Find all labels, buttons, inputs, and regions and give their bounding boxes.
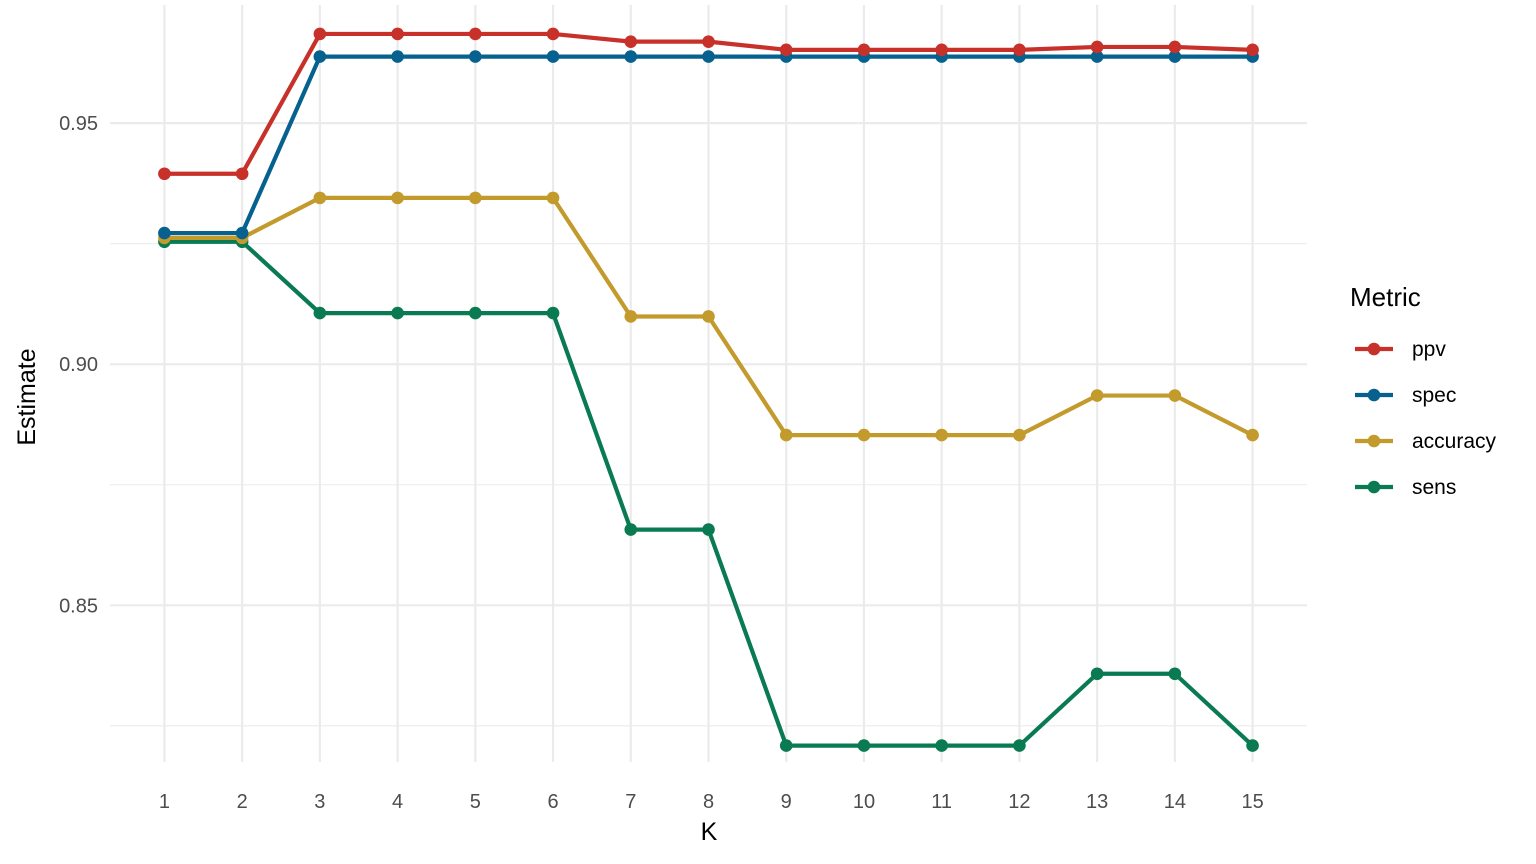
series-lines <box>158 27 1259 752</box>
x-tick-label: 6 <box>547 791 558 813</box>
data-point-ppv <box>1013 43 1026 57</box>
data-point-sens <box>546 306 560 320</box>
data-point-spec <box>1090 50 1104 63</box>
data-point-ppv <box>391 27 404 41</box>
data-point-spec <box>391 50 404 63</box>
data-point-accuracy <box>702 310 715 323</box>
data-point-ppv <box>546 27 560 41</box>
data-point-accuracy <box>935 428 948 442</box>
legend-key-point <box>1367 480 1381 494</box>
data-point-ppv <box>702 35 715 48</box>
data-point-sens <box>313 306 327 320</box>
data-point-sens <box>702 523 715 536</box>
x-tick-label: 12 <box>1008 791 1030 813</box>
grid-lines <box>110 5 1307 762</box>
data-point-accuracy <box>546 191 560 205</box>
data-point-ppv <box>779 43 793 57</box>
legend-key-point <box>1367 388 1381 402</box>
data-point-sens <box>1246 739 1259 752</box>
legend-item-spec: spec <box>1355 384 1456 407</box>
data-point-sens <box>779 739 793 752</box>
legend-item-ppv: ppv <box>1355 338 1446 361</box>
data-point-ppv <box>624 35 638 48</box>
legend-label: accuracy <box>1412 430 1497 453</box>
data-point-accuracy <box>469 191 482 205</box>
data-point-ppv <box>857 43 871 57</box>
data-point-accuracy <box>313 191 327 205</box>
data-point-spec <box>624 50 638 63</box>
data-point-accuracy <box>624 310 638 323</box>
data-point-spec <box>469 50 482 63</box>
x-tick-label: 8 <box>703 791 714 813</box>
data-point-accuracy <box>857 428 871 442</box>
x-tick-label: 9 <box>781 791 792 813</box>
data-point-accuracy <box>1090 389 1104 402</box>
data-point-spec <box>235 226 249 240</box>
data-point-ppv <box>1246 43 1259 57</box>
legend-label: sens <box>1412 476 1456 499</box>
y-tick-label: 0.90 <box>59 354 98 376</box>
x-tick-label: 3 <box>314 791 325 813</box>
x-tick-label: 11 <box>931 791 952 813</box>
data-point-spec <box>313 50 327 63</box>
data-point-ppv <box>313 27 327 41</box>
y-tick-labels: 0.85 0.90 0.95 <box>59 113 98 617</box>
x-tick-label: 4 <box>392 791 403 813</box>
data-point-ppv <box>158 167 171 181</box>
data-point-sens <box>391 306 404 320</box>
series-spec <box>158 50 1259 240</box>
x-tick-label: 14 <box>1164 791 1186 813</box>
legend-items: ppv spec accuracy sens <box>1355 338 1497 499</box>
x-tick-label: 5 <box>470 791 481 813</box>
x-tick-label: 1 <box>159 791 170 813</box>
legend-label: ppv <box>1412 338 1446 361</box>
data-point-spec <box>158 226 171 240</box>
data-point-accuracy <box>1013 428 1026 442</box>
y-tick-label: 0.85 <box>59 595 98 617</box>
legend-key-point <box>1367 342 1381 356</box>
data-point-spec <box>546 50 560 63</box>
x-axis-title: K <box>701 818 718 846</box>
data-point-accuracy <box>1246 428 1259 442</box>
data-point-sens <box>857 739 871 752</box>
data-point-accuracy <box>779 428 793 442</box>
series-ppv <box>158 27 1259 181</box>
data-point-sens <box>1090 667 1104 681</box>
data-point-ppv <box>1168 40 1182 54</box>
x-tick-label: 2 <box>237 791 248 813</box>
data-point-sens <box>624 523 638 536</box>
data-point-sens <box>1168 667 1182 681</box>
x-tick-label: 7 <box>625 791 636 813</box>
x-tick-labels: 1 2 3 4 5 6 7 8 9 10 11 12 13 14 15 <box>159 791 1264 813</box>
data-point-sens <box>1013 739 1026 752</box>
legend-label: spec <box>1412 384 1456 407</box>
data-point-spec <box>702 50 715 63</box>
data-point-spec <box>1168 50 1182 63</box>
data-point-ppv <box>1090 40 1104 54</box>
legend-key-point <box>1367 434 1381 448</box>
x-tick-label: 10 <box>853 791 875 813</box>
legend-item-sens: sens <box>1355 476 1456 499</box>
legend: Metric ppv spec accuracy sens <box>1350 282 1497 499</box>
data-point-ppv <box>469 27 482 41</box>
data-point-accuracy <box>391 191 404 205</box>
y-tick-label: 0.95 <box>59 113 98 135</box>
data-point-sens <box>469 306 482 320</box>
data-point-accuracy <box>1168 389 1182 402</box>
x-tick-label: 15 <box>1241 791 1263 813</box>
data-point-ppv <box>235 167 249 181</box>
y-axis-title: Estimate <box>13 348 41 445</box>
data-point-ppv <box>935 43 948 57</box>
legend-title: Metric <box>1350 282 1421 312</box>
x-tick-label: 13 <box>1086 791 1108 813</box>
legend-item-accuracy: accuracy <box>1355 430 1497 453</box>
data-point-sens <box>935 739 948 752</box>
